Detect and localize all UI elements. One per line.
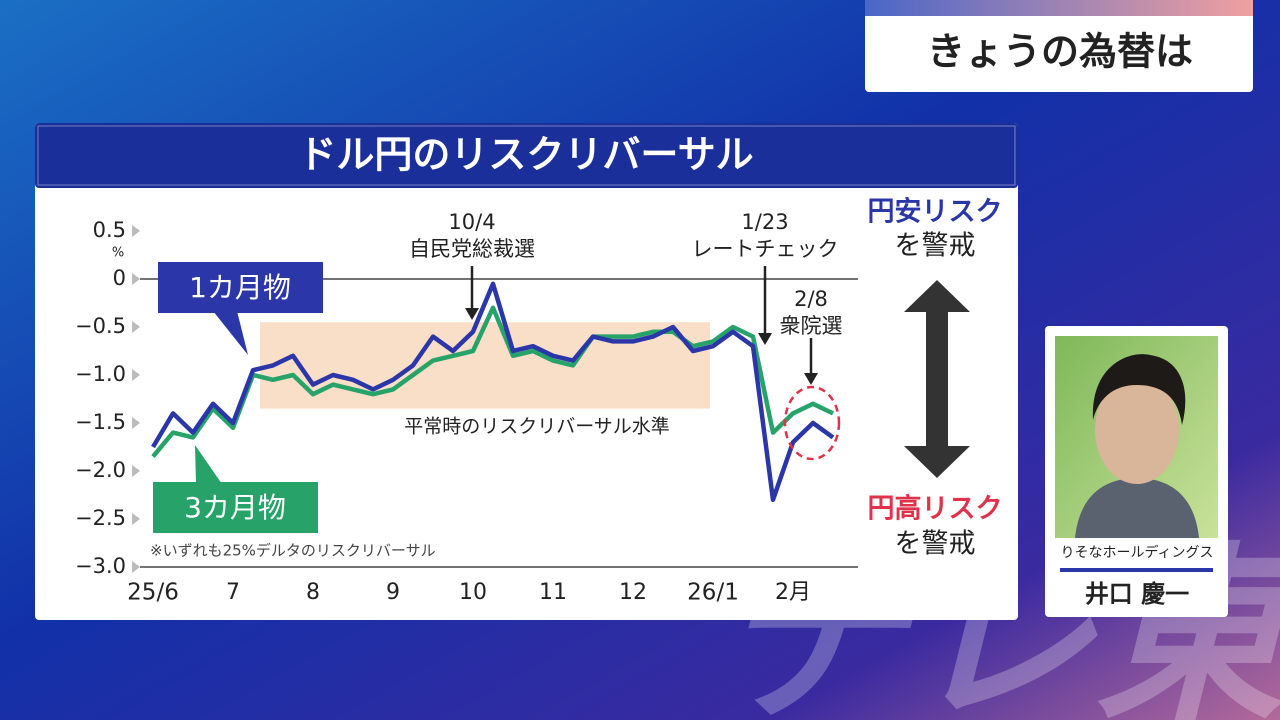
y-tick-label: 0 (113, 266, 126, 290)
y-tick-label: −3.0 (75, 554, 126, 578)
annotation-arrowhead (804, 373, 818, 385)
title-bar-border (37, 125, 1016, 186)
annotation-date: 1/23 (741, 210, 788, 234)
legend-pointer (213, 311, 248, 355)
y-tick-mark (132, 513, 140, 525)
y-tick-mark (132, 465, 140, 477)
header-box (865, 0, 1253, 92)
y-tick-label: 0.5 (93, 218, 126, 242)
legend-box (153, 482, 318, 533)
y-tick-label: −2.5 (75, 506, 126, 530)
x-tick-label: 25/6 (127, 580, 179, 606)
annotation-event: 衆院選 (780, 314, 843, 338)
header-title: きょうの為替は (927, 30, 1193, 74)
chart-title: ドル円のリスクリバーサル (298, 133, 753, 177)
plot: 平常時のリスクリバーサル水準 0.5 0 −0.5 −1.0 −1.5 −2.0 −2.5 −3… (75, 210, 858, 606)
double-arrow (904, 280, 970, 478)
annotation-date: 10/4 (448, 210, 495, 234)
x-tick-label: 9 (386, 580, 400, 605)
annotation-arrowhead (465, 308, 479, 320)
y-tick-mark (132, 561, 140, 573)
annotation-arrowhead (758, 333, 772, 345)
y-tick-mark (132, 273, 140, 285)
annotation-date: 2/8 (794, 287, 828, 311)
y-tick-mark (132, 417, 140, 429)
photo-suit (1075, 478, 1199, 538)
side-label-risk: 円安リスク (868, 197, 1003, 228)
x-tick-label: 2月 (775, 580, 811, 605)
x-tick-label: 12 (619, 580, 647, 605)
annotation-event: レートチェック (692, 237, 839, 261)
header-strip (865, 0, 1253, 16)
highlight-circle (783, 385, 841, 461)
x-tick-label: 11 (539, 580, 567, 605)
annotation-event: 自民党総裁選 (409, 237, 535, 261)
y-tick-label: −1.5 (75, 410, 126, 434)
y-tick-label: −2.0 (75, 458, 126, 482)
note: ※いずれも25%デルタのリスクリバーサル (150, 542, 436, 560)
guest-name: 井口 慶一 (1085, 580, 1189, 608)
side-label-action: を警戒 (895, 231, 976, 262)
legend-label: 1カ月物 (189, 271, 291, 304)
series-line (151, 305, 834, 459)
y-tick-mark (132, 321, 140, 333)
side-label-action: を警戒 (895, 529, 976, 560)
x-tick-label: 10 (459, 580, 487, 605)
x-tick-label: 7 (226, 580, 240, 605)
photo-hair (1092, 354, 1186, 425)
series-line (151, 281, 835, 503)
legend-pointer (195, 445, 222, 484)
y-tick-mark (132, 225, 140, 237)
normal-range-label: 平常時のリスクリバーサル水準 (404, 416, 670, 438)
x-tick-label: 26/1 (687, 580, 739, 606)
y-tick-label: −1.0 (75, 362, 126, 386)
y-tick-label: −0.5 (75, 314, 126, 338)
y-unit: % (112, 246, 124, 261)
legend-label: 3カ月物 (184, 491, 286, 524)
title-bar (35, 123, 1018, 188)
y-tick-mark (132, 369, 140, 381)
photo-face (1095, 376, 1179, 484)
side-label-risk: 円高リスク (868, 493, 1003, 525)
guest-company: りそなホールディングス (1060, 544, 1213, 561)
x-tick-label: 8 (306, 580, 320, 605)
guest-divider (1060, 568, 1213, 572)
legend-box (158, 262, 323, 313)
